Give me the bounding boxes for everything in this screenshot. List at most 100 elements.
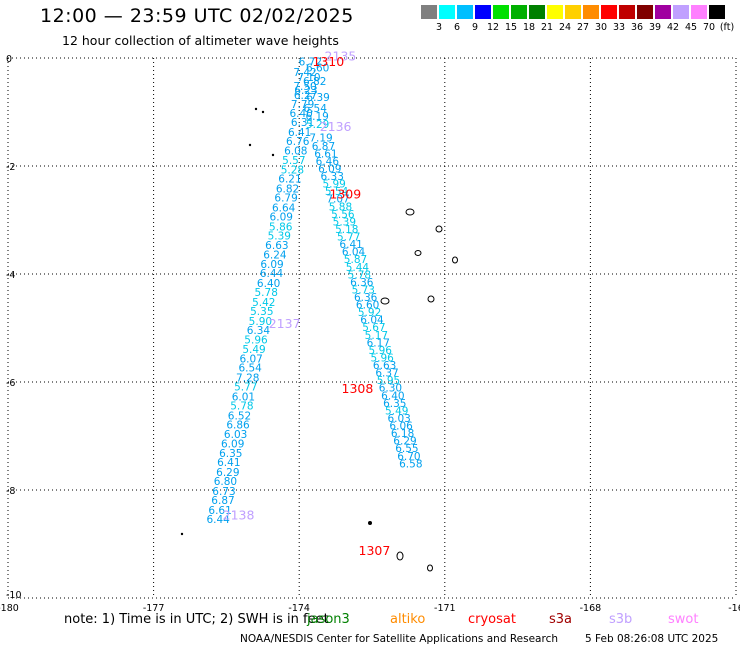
wave-height-value: 6.72 (299, 57, 322, 69)
wave-height-value: 6.27 (294, 90, 317, 102)
wave-height-value: 6.18 (391, 428, 414, 440)
colorbar-swatch (619, 5, 636, 19)
wave-height-value: 6.09 (270, 212, 293, 224)
data-points: 6.727.427.107.506.236.277.796.406.316.41… (206, 57, 422, 526)
wave-height-value: 6.70 (397, 451, 420, 463)
wave-height-value: 6.04 (360, 315, 384, 327)
wave-height-value: 6.64 (272, 202, 296, 214)
wave-height-value: 6.09 (318, 163, 341, 175)
wave-height-value: 5.78 (230, 401, 253, 413)
wave-height-value: 6.54 (304, 103, 328, 115)
y-tick-label: -6 (6, 378, 15, 389)
wave-height-value: 6.23 (294, 85, 317, 97)
wave-height-value: 6.29 (216, 467, 239, 479)
wave-height-value: 6.39 (306, 92, 329, 104)
wave-height-value: 6.61 (314, 148, 337, 160)
wave-height-value: 5.77 (234, 382, 257, 394)
colorbar-tick-label: 6 (453, 22, 461, 33)
x-tick-label: -177 (143, 603, 165, 614)
wave-height-value: 5.87 (344, 254, 367, 266)
y-tick-label: -2 (6, 162, 15, 173)
wave-height-value: 6.09 (221, 438, 244, 450)
satellite-legend-item: s3b (609, 612, 633, 627)
wave-height-value: 6.21 (278, 174, 301, 186)
wave-height-value: 5.73 (352, 284, 375, 296)
wave-height-value: 5.49 (242, 344, 265, 356)
colorbar-tick-label: 15 (504, 22, 518, 33)
colorbar-tick-label: 30 (594, 22, 608, 33)
colorbar-swatch (547, 5, 564, 19)
wave-height-value: 6.19 (305, 111, 328, 123)
wave-height-value: 5.17 (365, 330, 388, 342)
grid-lines (7, 57, 737, 599)
satellite-legend-item: altiko (390, 612, 426, 627)
pass-number-label: 1308 (342, 381, 374, 396)
colorbar-swatch (565, 5, 582, 19)
wave-height-value: 6.55 (395, 443, 418, 455)
wave-height-value: 5.29 (306, 119, 329, 131)
satellite-legend-item: swot (668, 612, 699, 627)
wave-height-value: 6.03 (387, 413, 410, 425)
credit-timestamp: 5 Feb 08:26:08 UTC 2025 (585, 633, 719, 645)
pass-number-label: 1309 (329, 186, 361, 201)
wave-height-value: 6.41 (288, 127, 311, 139)
colorbar-tick-label: 24 (558, 22, 572, 33)
wave-height-value: 6.34 (247, 325, 271, 337)
colorbar-tick-label: 9 (471, 22, 479, 33)
pass-number-label: 2135 (325, 49, 357, 64)
colorbar-tick-label: 42 (666, 22, 680, 33)
wave-height-value: 5.86 (269, 221, 293, 233)
wave-height-value: 6.44 (206, 514, 230, 526)
wave-height-value: 5.54 (325, 186, 349, 198)
wave-height-value: 5.49 (385, 405, 408, 417)
x-tick-label: -180 (0, 603, 19, 614)
wave-height-value: 5.90 (249, 316, 272, 328)
wave-height-value: 6.09 (260, 259, 283, 271)
footnote: note: 1) Time is in UTC; 2) SWH is in fe… (64, 612, 329, 627)
wave-height-value: 5.95 (377, 375, 400, 387)
wave-height-value: 6.46 (316, 156, 340, 168)
wave-height-value: 6.31 (291, 117, 314, 129)
wave-height-value: 6.07 (239, 354, 262, 366)
wave-height-value: 7.42 (293, 67, 316, 79)
wave-height-value: 7.10 (297, 72, 320, 84)
colorbar-tick-label: 18 (522, 22, 536, 33)
y-tick-label: 0 (6, 54, 12, 65)
colorbar-tick-label: 45 (684, 22, 698, 33)
colorbar-swatch (457, 5, 474, 19)
colorbar-tick-label: 70 (702, 22, 716, 33)
wave-height-value: 5.88 (329, 201, 352, 213)
wave-height-value: 5.96 (370, 352, 394, 364)
wave-height-value: 6.63 (265, 240, 288, 252)
wave-height-value: 5.35 (250, 306, 273, 318)
axis-tick-labels: -180 -177 -174 -171 -168 -16 0 -2 -4 -6 -8 -10 (0, 54, 740, 614)
wave-height-value: 7.19 (309, 133, 332, 145)
wave-height-value: 6.35 (383, 398, 406, 410)
x-tick-label: -174 (288, 603, 310, 614)
wave-height-value: 6.36 (354, 292, 378, 304)
wave-height-value: 6.41 (217, 457, 240, 469)
wave-height-value: 6.40 (381, 390, 404, 402)
pass-number-label: 2137 (269, 316, 301, 331)
colorbar-swatch (421, 5, 438, 19)
wave-height-value: 6.87 (312, 141, 335, 153)
wave-height-value: 6.60 (306, 63, 329, 75)
satellite-legend-item: cryosat (468, 612, 516, 627)
colorbar-swatch (673, 5, 690, 19)
colorbar-tick-label: 12 (486, 22, 500, 33)
wave-height-value: 6.86 (226, 419, 250, 431)
y-tick-label: -4 (6, 270, 15, 281)
pass-number-label: 1310 (312, 54, 344, 69)
wave-height-value: 5.44 (346, 262, 370, 274)
wave-height-value: 6.63 (373, 360, 396, 372)
wave-height-value: 6.35 (219, 448, 242, 460)
wave-height-value: 7.79 (291, 99, 314, 111)
wave-height-value: 5.92 (358, 307, 381, 319)
colorbar-swatch (601, 5, 618, 19)
wave-height-value: 6.08 (284, 146, 307, 158)
wave-height-value: 5.96 (244, 335, 268, 347)
pass-number-label: 2136 (320, 119, 352, 134)
wave-height-value: 5.77 (337, 232, 360, 244)
satellite-legend-item: s3a (549, 612, 573, 627)
wave-height-value: 6.33 (321, 171, 344, 183)
